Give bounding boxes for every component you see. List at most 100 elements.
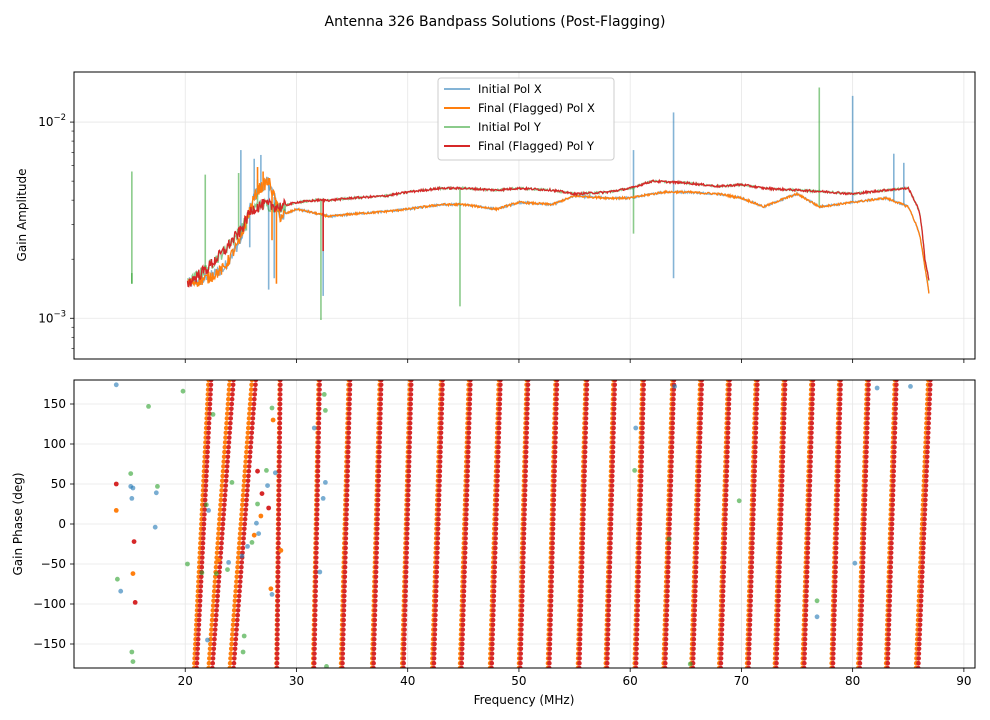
phase-point-final-pol-y <box>916 641 922 647</box>
phase-point-final-pol-y <box>467 396 473 402</box>
phase-point-final-pol-y <box>579 584 584 589</box>
phase-point-final-pol-y <box>489 646 495 652</box>
phase-point-final-pol-y <box>407 416 413 421</box>
phase-point-final-pol-y <box>274 651 280 656</box>
phase-point-final-pol-y <box>579 574 585 580</box>
legend-frame <box>437 77 615 161</box>
phase-point-final-pol-y <box>920 564 925 570</box>
phase-point-final-pol-y <box>346 411 352 416</box>
phase-point-final-pol-y <box>609 497 614 503</box>
phase-point-final-pol-y <box>691 636 697 642</box>
phase-point-final-pol-y <box>373 588 378 594</box>
phase-point-final-pol-y <box>923 483 929 488</box>
phase-point-final-pol-y <box>722 540 727 546</box>
phase-point-final-pol-y <box>698 425 703 431</box>
phase-point-final-pol-y <box>806 526 811 532</box>
phase-point-final-pol-y <box>376 483 381 488</box>
phase-point-initial-pol-y <box>225 567 230 572</box>
phase-point-final-pol-y <box>341 617 346 623</box>
phase-point-final-pol-y <box>494 502 499 508</box>
phase-point-final-pol-y <box>490 632 495 637</box>
phase-point-final-pol-y <box>403 569 409 575</box>
phase-point-final-pol-y <box>723 507 728 512</box>
phase-point-final-pol-y <box>212 627 218 632</box>
phase-point-final-pol-y <box>782 380 788 383</box>
phase-point-final-pol-y <box>439 396 445 402</box>
phase-point-final-pol-y <box>695 502 701 508</box>
phase-point-final-pol-y <box>863 473 869 479</box>
phase-point-final-pol-y <box>580 526 586 532</box>
phase-point-final-pol-y <box>466 444 471 450</box>
phase-point-final-pol-y <box>373 574 379 580</box>
phase-point-final-pol-y <box>313 588 318 594</box>
phase-point-final-pol-y <box>434 560 440 565</box>
phase-point-final-pol-y <box>547 651 552 656</box>
phase-point-final-pol-y <box>497 406 502 412</box>
phase-point-final-pol-y <box>694 540 700 546</box>
phase-point-final-pol-y <box>312 632 318 637</box>
phase-point-final-pol-x <box>242 468 248 474</box>
legend-label: Final (Flagged) Pol X <box>478 101 595 115</box>
phase-point-final-pol-y <box>274 656 280 661</box>
phase-y-tick-label: −100 <box>33 597 66 611</box>
phase-x-tick-label: 90 <box>956 674 971 688</box>
phase-point-final-pol-y <box>606 598 612 604</box>
amplitude-axes-frame <box>73 71 976 360</box>
phase-point-final-pol-y <box>248 440 254 445</box>
phase-point-final-pol-y <box>275 574 281 580</box>
phase-point-final-pol-y <box>316 440 321 445</box>
phase-point-final-pol-y <box>464 483 470 488</box>
phase-point-final-pol-x <box>217 507 223 512</box>
phase-point-final-pol-y <box>608 531 614 536</box>
phase-point-final-pol-y <box>830 656 836 661</box>
phase-point-final-pol-y <box>892 440 897 445</box>
phase-point-final-pol-x <box>221 464 226 469</box>
phase-point-final-pol-y <box>277 416 283 421</box>
phase-point-final-pol-y <box>691 622 697 628</box>
phase-point-final-pol-y <box>497 387 503 392</box>
phase-point-final-pol-y <box>807 468 813 474</box>
phase-point-final-pol-y <box>313 574 319 580</box>
phase-point-final-pol-y <box>211 651 216 656</box>
phase-point-final-pol-y <box>890 497 896 503</box>
phase-point-final-pol-y <box>693 564 699 570</box>
phase-point-final-pol-y <box>439 401 445 407</box>
phase-point-final-pol-x <box>235 560 241 565</box>
phase-point-final-pol-x <box>229 641 234 647</box>
phase-point-final-pol-y <box>583 435 588 440</box>
phase-point-final-pol-y <box>371 660 376 666</box>
phase-point-final-pol-y <box>637 531 642 536</box>
phase-point-final-pol-y <box>582 459 588 464</box>
phase-point-final-pol-y <box>891 459 897 464</box>
phase-point-final-pol-y <box>777 569 782 575</box>
phase-point-final-pol-y <box>776 579 782 584</box>
phase-point-final-pol-y <box>315 454 321 460</box>
phase-point-final-pol-y <box>836 440 842 445</box>
legend-label: Initial Pol X <box>478 82 542 96</box>
phase-point-final-pol-y <box>695 521 700 527</box>
phase-point-final-pol-y <box>275 560 281 565</box>
phase-point-final-pol-y <box>782 392 788 397</box>
phase-point-final-pol-y <box>752 454 758 460</box>
phase-point-final-pol-y <box>864 430 870 436</box>
phase-point-final-pol-y <box>667 502 673 508</box>
phase-point-final-pol-y <box>695 507 701 512</box>
phase-point-final-pol-y <box>315 502 320 508</box>
phase-point-final-pol-y <box>666 540 672 546</box>
phase-point-final-pol-y <box>404 545 410 551</box>
phase-point-final-pol-y <box>492 550 498 556</box>
phase-point-final-pol-y <box>378 380 384 383</box>
phase-point-final-pol-y <box>663 651 668 656</box>
phase-point-final-pol-y <box>578 627 583 632</box>
phase-point-initial-pol-x <box>317 569 323 575</box>
phase-point-final-pol-y <box>406 473 412 479</box>
phase-point-final-pol-y <box>893 411 898 416</box>
phase-point-initial-pol-x <box>874 385 880 391</box>
phase-point-initial-pol-y <box>736 498 742 504</box>
phase-point-final-pol-y <box>925 435 931 440</box>
phase-point-final-pol-y <box>634 641 639 647</box>
phase-point-initial-pol-x <box>254 520 259 526</box>
phase-point-final-pol-y <box>521 526 527 532</box>
phase-point-final-pol-y <box>774 656 779 661</box>
phase-point-final-flagged-pol-x <box>268 586 274 592</box>
